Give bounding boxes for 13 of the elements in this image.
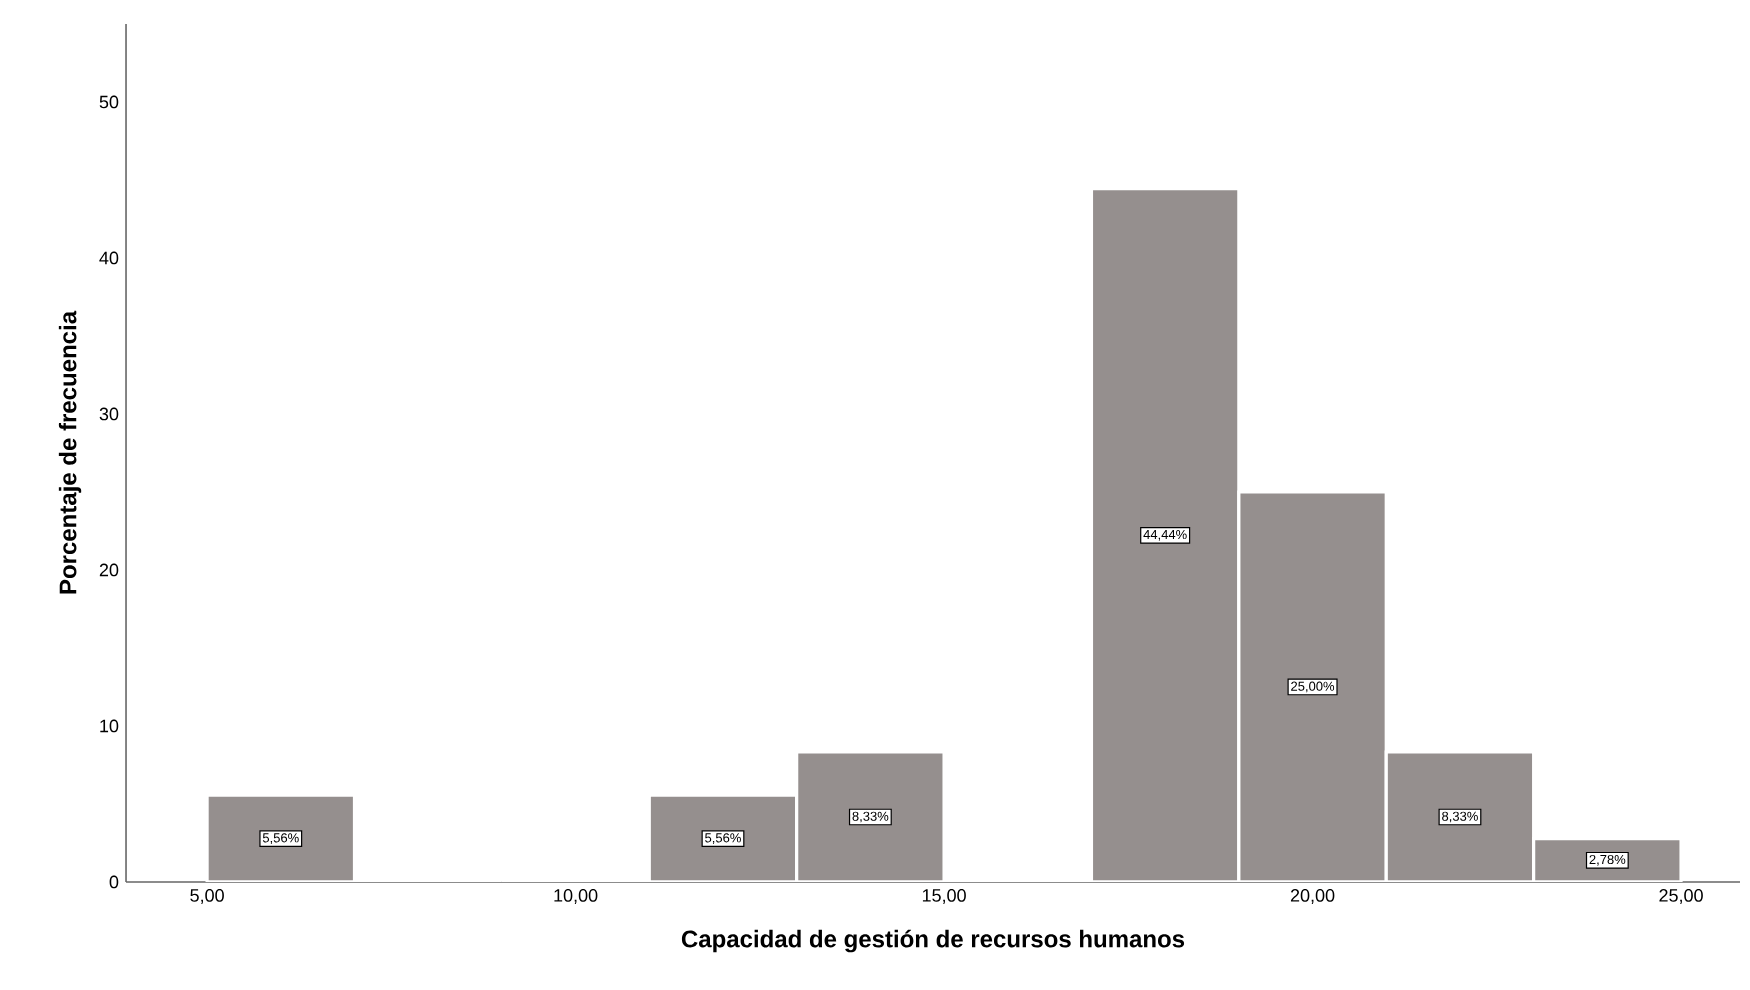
x-tick-label: 20,00: [1290, 889, 1335, 904]
x-tick-label: 5,00: [190, 889, 224, 904]
x-tick-label: 10,00: [554, 889, 598, 904]
y-tick-label: 0: [109, 875, 119, 889]
y-axis-title: Porcentaje de frecuencia: [58, 310, 82, 594]
y-tick-label: 50: [99, 95, 119, 109]
y-tick-label: 30: [99, 407, 119, 421]
y-tick-label: 40: [99, 251, 119, 265]
y-tick-label: 10: [100, 719, 119, 733]
x-tick-label: 25,00: [1659, 889, 1703, 904]
x-tick-label: 15,00: [922, 889, 966, 904]
x-axis-title: Capacidad de gestión de recursos humanos: [681, 929, 1185, 953]
y-tick-label: 20: [99, 563, 119, 577]
